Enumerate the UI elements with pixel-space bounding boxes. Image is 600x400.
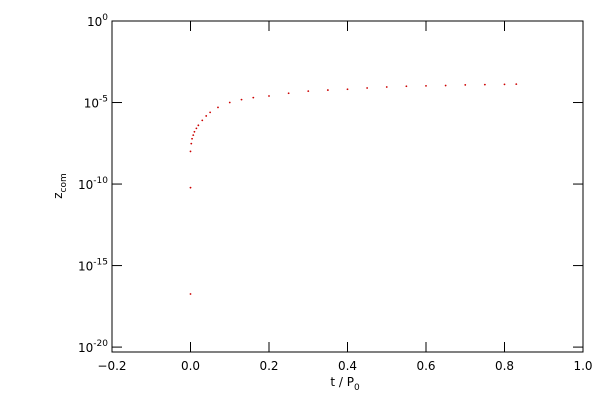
y-tick-label: 10-5	[84, 95, 108, 111]
point	[240, 98, 243, 101]
point	[268, 95, 270, 97]
point	[193, 130, 196, 133]
point	[326, 89, 329, 91]
x-tick-label: 0.4	[338, 359, 357, 373]
plot-frame	[111, 20, 584, 353]
point	[189, 150, 192, 153]
point	[189, 186, 192, 189]
point	[228, 101, 231, 104]
point	[195, 127, 198, 130]
point	[191, 137, 193, 140]
y-tick-label: 10-15	[78, 258, 108, 274]
point	[385, 86, 388, 88]
y-tick-exp: -10	[93, 176, 108, 186]
y-tick-base: 10	[78, 341, 93, 355]
y-label-sub: com	[59, 173, 69, 192]
y-label-main: z	[51, 192, 65, 198]
x-axis-label: t / P0	[330, 375, 360, 393]
x-tick-label: 0.8	[495, 359, 514, 373]
y-tick-base: 10	[78, 178, 93, 192]
y-tick-exp: -20	[93, 339, 108, 349]
x-tick-label: 0.2	[259, 359, 278, 373]
point	[425, 84, 427, 87]
y-tick-base: 10	[87, 15, 102, 29]
point	[205, 115, 208, 117]
y-tick-base: 10	[84, 97, 99, 111]
x-label-sub: 0	[354, 383, 360, 393]
y-tick-label: 10-20	[78, 339, 108, 355]
point	[190, 142, 193, 145]
point	[307, 90, 310, 93]
point	[287, 92, 290, 95]
point	[217, 106, 219, 109]
x-label-main: t / P	[330, 375, 354, 389]
y-tick-label: 100	[87, 13, 108, 29]
y-tick-label: 10-10	[78, 176, 108, 192]
y-tick-exp: -5	[99, 95, 108, 105]
point	[252, 96, 255, 99]
point	[503, 83, 506, 86]
point	[515, 83, 518, 85]
y-tick-exp: -15	[93, 258, 108, 268]
y-tick-base: 10	[78, 260, 93, 274]
point	[405, 85, 408, 88]
x-tick-label: −0.2	[97, 359, 126, 373]
point	[209, 111, 212, 114]
point	[201, 119, 204, 122]
point	[483, 83, 486, 86]
point	[192, 134, 195, 137]
x-tick-label: 1.0	[573, 359, 592, 373]
point	[366, 87, 369, 89]
point	[197, 124, 200, 127]
y-axis-label: zcom	[51, 173, 69, 199]
y-tick-exp: 0	[102, 13, 108, 23]
point	[464, 84, 467, 86]
point	[444, 84, 447, 87]
point	[189, 293, 192, 295]
x-tick-label: 0.0	[181, 359, 200, 373]
x-tick-label: 0.6	[416, 359, 435, 373]
point	[346, 88, 349, 91]
